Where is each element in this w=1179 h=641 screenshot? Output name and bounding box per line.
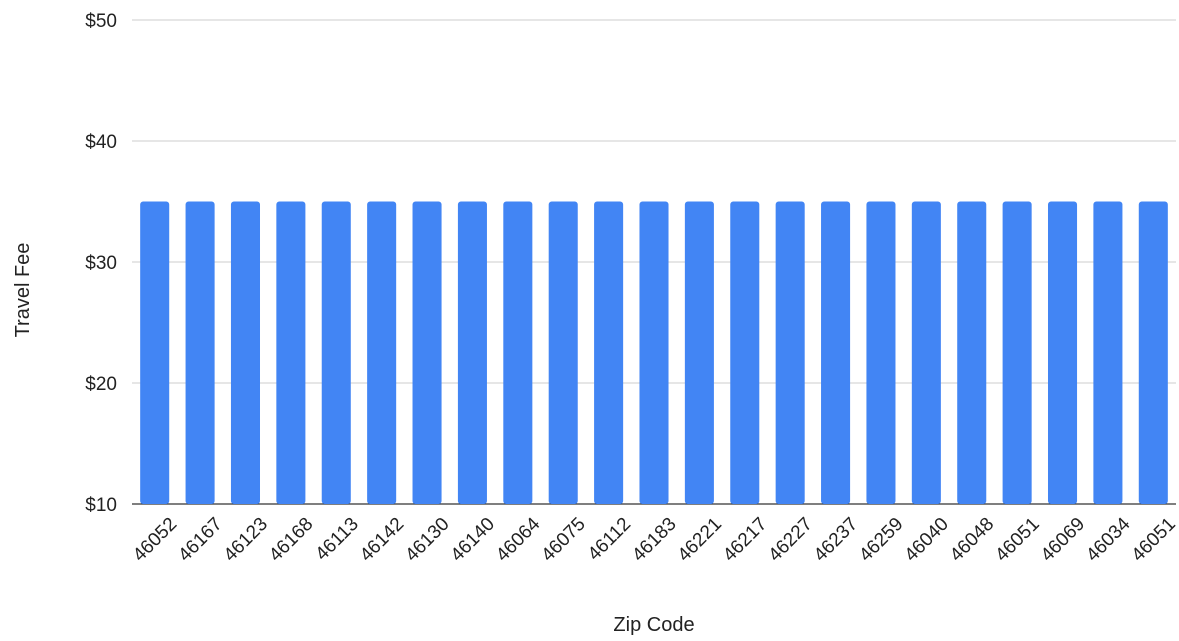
x-tick-label: 46034 <box>1082 513 1135 566</box>
bar <box>1047 201 1078 504</box>
y-axis-ticks: $10 $20 $30 $40 $50 <box>85 11 117 516</box>
bar <box>503 201 533 504</box>
y-tick-label: $50 <box>85 11 117 32</box>
bar <box>639 201 669 504</box>
bar <box>367 201 397 504</box>
y-tick-label: $20 <box>85 374 117 395</box>
x-tick-label: 46052 <box>129 514 181 566</box>
y-axis-title: Travel Fee <box>12 243 34 338</box>
bar <box>548 201 578 504</box>
bar <box>276 201 306 504</box>
y-tick-label: $10 <box>85 495 117 516</box>
bar <box>730 201 760 504</box>
y-tick-label: $30 <box>85 253 117 274</box>
x-tick-label: 46051 <box>991 514 1043 566</box>
bar <box>775 201 805 504</box>
bar <box>230 201 261 504</box>
x-tick-label: 46168 <box>265 514 317 566</box>
bar <box>684 201 714 504</box>
x-tick-label: 46123 <box>220 514 272 566</box>
bar <box>957 201 987 504</box>
x-tick-label: 46040 <box>901 514 953 566</box>
x-tick-label: 46221 <box>674 514 726 566</box>
bar <box>140 201 170 504</box>
x-tick-label: 46140 <box>447 514 499 566</box>
bar <box>594 201 624 504</box>
bar <box>185 201 215 504</box>
x-axis-title: Zip Code <box>613 614 694 636</box>
x-tick-label: 46130 <box>401 514 453 566</box>
x-tick-label: 46075 <box>538 514 590 566</box>
x-tick-label: 46259 <box>855 514 907 566</box>
bars <box>140 201 1168 504</box>
bar <box>821 201 851 504</box>
x-tick-label: 46167 <box>174 514 226 566</box>
bar <box>1138 201 1168 504</box>
x-tick-label: 46048 <box>946 514 998 566</box>
bar <box>457 201 487 504</box>
x-tick-label: 46112 <box>584 514 635 565</box>
x-tick-label: 46064 <box>492 513 545 566</box>
x-tick-label: 46237 <box>810 514 862 566</box>
bar <box>1002 201 1032 504</box>
x-tick-label: 46227 <box>765 514 817 566</box>
x-tick-label: 46217 <box>719 514 771 566</box>
x-tick-label: 46113 <box>312 514 363 565</box>
bar <box>866 201 896 504</box>
x-tick-label: 46142 <box>356 514 408 566</box>
bar <box>412 201 442 504</box>
bar <box>321 201 351 504</box>
y-tick-label: $40 <box>85 132 117 153</box>
x-tick-label: 46183 <box>628 514 680 566</box>
x-tick-label: 46051 <box>1128 514 1179 566</box>
bar <box>911 201 941 504</box>
x-tick-label: 46069 <box>1037 514 1089 566</box>
x-axis-ticks: 4605246167461234616846113461424613046140… <box>129 513 1179 566</box>
bar <box>1093 201 1123 504</box>
